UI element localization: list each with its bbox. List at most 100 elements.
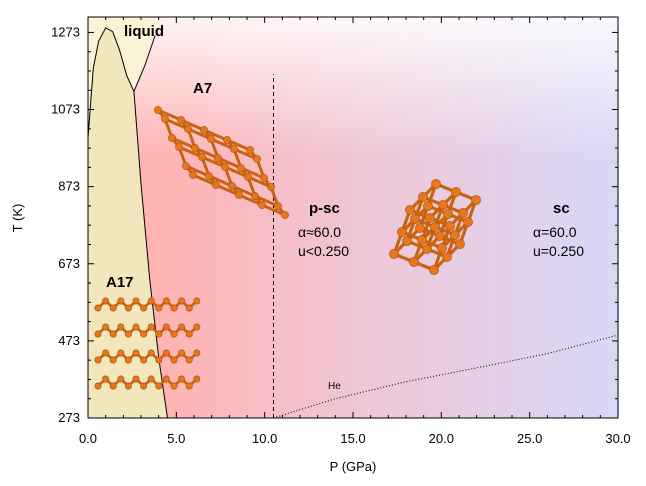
- atom-icon: [189, 171, 197, 179]
- bond-icon: [156, 108, 183, 122]
- atom-icon: [147, 297, 155, 305]
- sc-alpha-label: α=60.0: [533, 224, 577, 240]
- y-tick-label: 1073: [51, 102, 80, 117]
- atom-icon: [161, 115, 169, 123]
- atom-icon: [178, 349, 186, 357]
- atom-icon: [109, 330, 117, 338]
- atom-icon: [94, 304, 102, 312]
- atom-icon: [442, 252, 452, 262]
- y-tick-label: 1273: [51, 24, 80, 39]
- bond-icon: [214, 183, 241, 197]
- atom-icon: [177, 116, 185, 124]
- y-tick-label: 473: [58, 333, 80, 348]
- atom-icon: [140, 382, 148, 390]
- atom-icon: [458, 208, 468, 218]
- psc-u-label: u<0.250: [298, 243, 349, 259]
- atom-icon: [162, 375, 170, 383]
- x-tick-label: 0.0: [79, 431, 97, 446]
- atom-icon: [178, 297, 186, 305]
- atom-icon: [184, 125, 192, 133]
- series-layer: [87, 27, 619, 419]
- atom-icon: [397, 227, 407, 237]
- atom-icon: [102, 375, 110, 383]
- atom-icon: [178, 323, 186, 331]
- bond-icon: [186, 127, 213, 141]
- liquid-label: liquid: [124, 23, 164, 40]
- x-tick-labels: 0.0 5.0 10.0 15.0 20.0 25.0 30.0: [79, 431, 631, 446]
- atom-icon: [185, 356, 193, 364]
- atom-icon: [162, 323, 170, 331]
- atom-icon: [109, 382, 117, 390]
- atom-icon: [170, 304, 178, 312]
- atom-icon: [147, 375, 155, 383]
- atom-icon: [281, 211, 289, 219]
- atom-icon: [155, 356, 163, 364]
- atom-icon: [147, 349, 155, 357]
- atom-icon: [117, 349, 125, 357]
- x-tick-label: 5.0: [167, 431, 185, 446]
- x-tick-label: 30.0: [605, 431, 630, 446]
- atom-icon: [117, 375, 125, 383]
- atom-icon: [437, 243, 447, 253]
- atom-icon: [435, 231, 445, 241]
- atom-icon: [193, 297, 201, 305]
- bond-icon: [253, 194, 280, 208]
- atom-icon: [117, 323, 125, 331]
- atom-icon: [162, 349, 170, 357]
- atom-icon: [267, 183, 275, 191]
- atom-icon: [430, 222, 440, 232]
- a7-label: A7: [193, 80, 212, 97]
- atom-icon: [274, 202, 282, 210]
- atom-icon: [132, 297, 140, 305]
- series-line-0: [87, 27, 168, 419]
- series-line-1: [133, 35, 156, 92]
- atom-icon: [405, 205, 415, 215]
- axis-ticks: [87, 17, 619, 419]
- sc-crystal-structure-image: [389, 179, 481, 275]
- atom-icon: [235, 191, 243, 199]
- bond-icon: [232, 147, 259, 161]
- atom-icon: [402, 236, 412, 246]
- atom-icon: [140, 304, 148, 312]
- atom-icon: [246, 146, 254, 154]
- atom-icon: [445, 221, 455, 231]
- y-tick-label: 873: [58, 179, 80, 194]
- bond-icon: [200, 155, 227, 169]
- atom-icon: [170, 330, 178, 338]
- x-tick-label: 20.0: [429, 431, 454, 446]
- atom-icon: [409, 257, 419, 267]
- atom-icon: [450, 230, 460, 240]
- atom-icon: [132, 349, 140, 357]
- atom-icon: [193, 323, 201, 331]
- atom-icon: [418, 192, 428, 202]
- atom-icon: [168, 134, 176, 142]
- atom-icon: [182, 162, 190, 170]
- he-label: He: [328, 381, 341, 392]
- liquid-phase-region: [88, 17, 156, 138]
- atom-icon: [417, 235, 427, 245]
- a7-crystal-structure-image: [154, 106, 289, 219]
- a17-crystal-structure-image: [94, 297, 201, 390]
- atom-icon: [228, 182, 236, 190]
- atom-icon: [191, 144, 199, 152]
- atom-icon: [124, 304, 132, 312]
- atom-icon: [443, 209, 453, 219]
- atom-icon: [109, 356, 117, 364]
- atom-icon: [175, 143, 183, 151]
- atom-icon: [185, 304, 193, 312]
- bond-icon: [191, 173, 218, 187]
- atom-icon: [109, 304, 117, 312]
- bond-icon: [177, 145, 204, 159]
- atom-icon: [132, 323, 140, 331]
- a17-phase-region: [88, 27, 168, 419]
- atom-icon: [102, 323, 110, 331]
- atom-icon: [200, 126, 208, 134]
- atom-icon: [185, 382, 193, 390]
- atom-icon: [455, 239, 465, 249]
- bond-icon: [237, 193, 264, 207]
- atom-icon: [162, 297, 170, 305]
- atom-icon: [117, 297, 125, 305]
- atom-icon: [438, 200, 448, 210]
- bond-icon: [184, 164, 211, 178]
